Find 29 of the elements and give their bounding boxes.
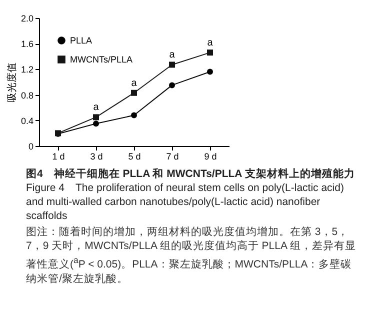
point [169, 62, 175, 68]
point [207, 50, 213, 56]
y-tick-label: 0.8 [20, 90, 34, 100]
y-tick-label: 2.0 [20, 14, 34, 24]
x-tick-label: 1 d [52, 152, 65, 162]
annotation: a [169, 50, 176, 61]
point [207, 68, 213, 75]
point [131, 112, 137, 118]
annotation: a [207, 38, 214, 49]
legend-label: PLLA [70, 36, 92, 46]
annotation: a [131, 78, 138, 89]
y-tick-label: 1.2 [20, 64, 34, 75]
text: 图注：随着时间的增加，两组材料的吸光度值均增加。在第 3，5，7，9 天时，MWCNTs/PLLA 组的吸光度值均高于 PLLA 组，差异有显著性意义($^{a}$P < 0.05)。PLLA：聚左旋乳酸；MWCNTs/PLLA：多壁碳纳米管/聚左旋乳酸。 [26, 225, 357, 286]
x-tick-label: 5 d [128, 152, 141, 162]
legend-label: MWCNTs/PLLA [70, 54, 133, 64]
point [169, 82, 175, 88]
y-tick-label: 0 [28, 142, 34, 152]
x-tick-label: 3 d [90, 152, 103, 162]
y-tick-label: 1.6 [20, 39, 34, 50]
x-tick-label: 9 d [204, 152, 217, 162]
point [131, 90, 137, 96]
x-tick-label: 7 d [166, 152, 179, 162]
y-axis-title: 吸光度值 [6, 62, 18, 102]
annotation: a [93, 102, 100, 114]
point [93, 120, 99, 127]
y-tick-label: 0.4 [20, 116, 34, 126]
text: Figure 4 The proliferation of neural stem cells on poly(L-lactic acid) and multi-walled carbon nanotubes/poly(L-lactic acid) nanofiber scaffolds [26, 181, 345, 223]
point [93, 114, 99, 120]
text: 图4 神经干细胞在 PLLA 和 MWCNTs/PLLA 支架材料上的增殖能力 [26, 167, 356, 181]
